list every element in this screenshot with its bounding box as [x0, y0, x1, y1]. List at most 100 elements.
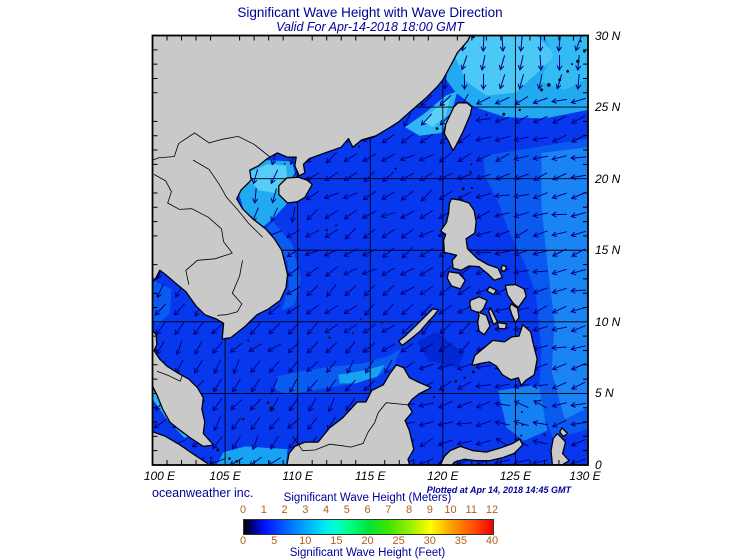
islet [520, 434, 523, 437]
islet [518, 108, 521, 112]
y-tick-label: 0 [595, 458, 602, 472]
wave-patch-celebes-sea-light [498, 384, 548, 441]
islet [454, 379, 458, 383]
islet [470, 163, 473, 166]
map-content [152, 35, 588, 465]
x-tick-label: 125 E [499, 469, 532, 483]
wave-patch-java-sea [216, 446, 288, 465]
islet [579, 40, 582, 43]
land-negros [477, 311, 491, 336]
land-hainan [278, 176, 313, 204]
islet [325, 229, 328, 232]
land-borneo [286, 364, 432, 465]
wave-patch-sulu-sea-deep [416, 331, 465, 368]
border-laos-thailand [153, 174, 233, 254]
islet [463, 376, 466, 379]
islet [566, 69, 570, 73]
islet [335, 224, 338, 227]
islet [502, 112, 506, 116]
islet [394, 167, 397, 170]
feet-tick-value: 35 [454, 535, 467, 547]
islet [539, 399, 542, 402]
land-bohol [496, 321, 508, 330]
feet-tick-value: 25 [392, 535, 405, 547]
land-masbate [486, 286, 498, 296]
land-catanduanes [500, 264, 508, 273]
x-tick-label: 110 E [282, 469, 313, 483]
meters-tick-value: 2 [281, 504, 288, 516]
map-frame [151, 34, 589, 466]
meters-tick-value: 1 [260, 504, 267, 516]
islet [433, 395, 436, 398]
land-samar [504, 283, 527, 309]
islet [228, 457, 231, 460]
land-leyte [508, 303, 520, 324]
meters-tick-value: 7 [385, 504, 392, 516]
wave-patch-east-china-sea-core [451, 35, 557, 96]
islet [547, 83, 551, 87]
islet [362, 349, 364, 352]
border-china-vietnam-laos-myanmar [152, 132, 270, 161]
islet [435, 127, 439, 130]
axis-tick-marks [152, 35, 588, 465]
land-sumatra [152, 430, 209, 465]
x-tick-label: 120 E [427, 469, 459, 483]
wave-patch-south-scs-core [338, 364, 385, 384]
feet-tick-value: 5 [271, 535, 278, 547]
meters-tick-value: 10 [444, 504, 457, 516]
y-tick-label: 15 N [595, 243, 621, 258]
islet [269, 407, 274, 412]
islet [351, 332, 354, 335]
meters-tick-value: 8 [405, 504, 413, 516]
y-tick-label: 20 N [595, 171, 621, 186]
islet [540, 88, 544, 92]
islet [380, 321, 383, 324]
islet [576, 59, 580, 63]
land-cebu [487, 307, 498, 326]
meters-tick-value: 3 [302, 504, 309, 516]
colorbar-feet-label: Significant Wave Height (Feet) [289, 547, 446, 559]
islet [469, 171, 472, 174]
meters-tick-value: 0 [239, 504, 247, 516]
wave-patch-south-scs-band [274, 349, 401, 395]
x-tick-label: 130 E [569, 469, 601, 483]
meters-tick-value: 6 [364, 504, 371, 516]
land-sulawesi [439, 438, 524, 465]
islet [283, 162, 286, 165]
islet [328, 336, 331, 339]
meters-tick-value: 4 [322, 504, 330, 516]
meters-tick-value: 11 [465, 504, 477, 516]
land-taiwan [443, 102, 473, 152]
land-mindoro [446, 271, 466, 290]
feet-tick-value: 10 [299, 535, 312, 547]
land-palawan [397, 308, 440, 347]
colorbar-meters-label: Significant Wave Height (Meters) [283, 492, 452, 504]
feet-tick-value: 20 [361, 535, 374, 547]
page-subtitle: Valid For Apr-14-2018 18:00 GMT [276, 20, 464, 34]
islet [441, 389, 445, 392]
plotted-timestamp: Plotted at Apr 14, 2018 14:45 GMT [426, 485, 571, 495]
islet [571, 63, 574, 66]
feet-tick-value: 40 [485, 535, 499, 547]
islet [543, 433, 546, 437]
land-luzon [440, 198, 504, 281]
colorbar-gradient [243, 519, 494, 535]
meters-tick-value: 12 [485, 504, 499, 516]
islet [216, 448, 220, 452]
feet-tick-value: 0 [239, 535, 247, 547]
islet [471, 370, 475, 374]
wave-patch-vietnam-coast-band [264, 221, 301, 311]
islet [461, 187, 465, 191]
y-tick-label: 10 N [595, 314, 621, 329]
islet [485, 113, 488, 117]
islet [266, 401, 270, 404]
border-vietnam-laos [192, 159, 264, 238]
border-cambodia-thailand [185, 252, 233, 285]
islet [235, 460, 239, 463]
x-tick-label: 100 E [143, 469, 176, 483]
islet [520, 411, 523, 414]
islet [521, 423, 524, 427]
islet [358, 145, 361, 148]
